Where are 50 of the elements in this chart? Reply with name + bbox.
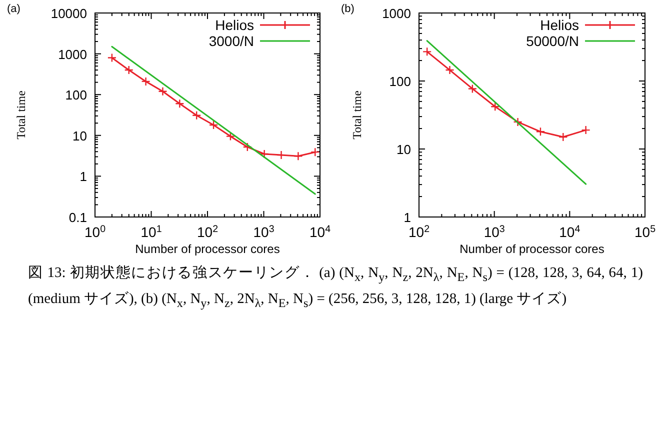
x-tick-label: 10$^{2}$ [408,224,430,240]
point [158,86,168,96]
y-tick-label: 100 [65,88,87,103]
y-tick-label: 1000 [58,46,87,62]
y-axis-title: Total time [350,90,364,140]
y-tick-label: 10 [396,142,411,157]
point [175,99,184,108]
point [310,147,320,157]
x-axis-title: Number of processor cores [135,242,280,256]
y-tick-label: 10000 [50,6,87,21]
point [468,84,478,94]
point [107,53,117,62]
x-tick-label: 10$^{4}$ [559,224,581,240]
x-tick-label: 10$^{1}$ [140,224,162,240]
y-tick-label: 1 [404,210,411,225]
legend-label: 3000/N [208,33,254,49]
x-tick-label: 10$^{3}$ [253,224,275,240]
x-tick-label: 10$^{0}$ [84,224,106,240]
point [581,125,590,135]
text: 図 13: 初期状態における強スケーリング． (a) (N$_{x}$, N$_{y}$, N$_{z}$, 2N$_{λ}$, N$_{E}$, N$_{s}$) = (128, 128, 3, 64, 64, 1) (medium サイズ), (b) (N$_{x}$, N$_{y}$, N$_{z}$, 2N$_{λ}$, N$_{E}$, N$_{s}$) = (256, 256, 3, 128, 128, 1) (large サイズ) [28,265,643,310]
chart-title: (a) [7,3,20,15]
legend-label: 50000/N [526,33,579,49]
point [192,110,202,120]
point [124,65,134,75]
y-tick-label: 1000 [382,6,411,21]
point [490,102,500,112]
y-tick-label: 100 [389,74,411,89]
y-axis-title: Total time [14,90,28,140]
point [242,142,252,152]
chart-title: (b) [341,3,354,15]
point [513,117,522,127]
point [422,47,432,56]
legend-label: Helios [215,17,254,33]
x-tick-label: 10$^{5}$ [634,224,656,240]
legend-label: Helios [540,17,579,33]
point [226,132,236,141]
point [445,65,454,75]
point [536,127,546,136]
point [294,152,303,161]
point [260,149,269,159]
y-tick-label: 1 [80,169,87,184]
x-tick-label: 10$^{4}$ [309,224,332,240]
point [558,132,568,142]
y-tick-label: 10 [72,128,87,144]
y-tick-label: 0.1 [68,210,87,225]
x-tick-label: 10$^{3}$ [484,224,506,240]
x-tick-label: 10$^{2}$ [196,224,218,240]
point [208,120,218,130]
point [141,76,150,86]
x-axis-title: Number of processor cores [460,242,604,256]
